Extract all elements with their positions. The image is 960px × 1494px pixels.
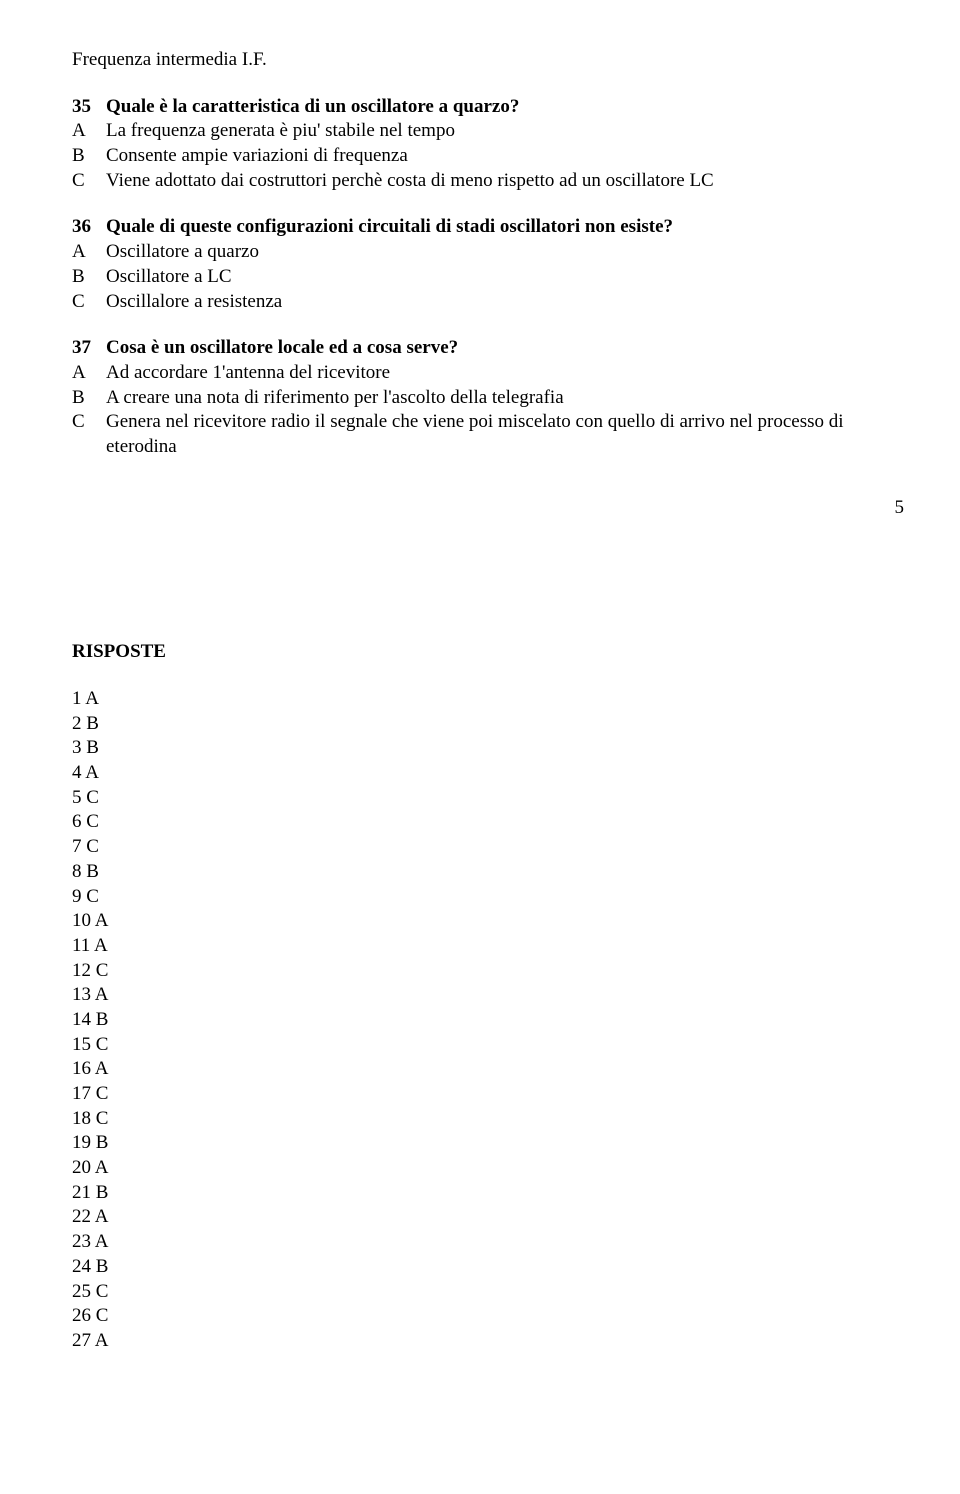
question-number: 36 (72, 215, 106, 240)
option-letter: C (72, 410, 106, 459)
answer-line: 15 C (72, 1033, 904, 1058)
question-text: Quale è la caratteristica di un oscillat… (106, 95, 519, 120)
option-text: Oscillalore a resistenza (106, 290, 282, 315)
option-row: B Consente ampie variazioni di frequenza (72, 144, 904, 169)
answer-line: 9 C (72, 885, 904, 910)
answer-line: 22 A (72, 1205, 904, 1230)
answer-line: 16 A (72, 1057, 904, 1082)
option-row: B Oscillatore a LC (72, 265, 904, 290)
answer-line: 1 A (72, 687, 904, 712)
answer-line: 18 C (72, 1107, 904, 1132)
answer-line: 8 B (72, 860, 904, 885)
question-text: Quale di queste configurazioni circuital… (106, 215, 673, 240)
option-row: C Viene adottato dai costruttori perchè … (72, 169, 904, 194)
question-number: 35 (72, 95, 106, 120)
option-text: Genera nel ricevitore radio il segnale c… (106, 410, 904, 459)
question-36: 36 Quale di queste configurazioni circui… (72, 215, 904, 314)
answer-line: 14 B (72, 1008, 904, 1033)
option-row: C Oscillalore a resistenza (72, 290, 904, 315)
option-letter: B (72, 265, 106, 290)
option-letter: C (72, 290, 106, 315)
question-text: Cosa è un oscillatore locale ed a cosa s… (106, 336, 458, 361)
answer-line: 21 B (72, 1181, 904, 1206)
question-35: 35 Quale è la caratteristica di un oscil… (72, 95, 904, 194)
option-text: A creare una nota di riferimento per l'a… (106, 386, 564, 411)
answer-line: 24 B (72, 1255, 904, 1280)
option-text: Oscillatore a LC (106, 265, 232, 290)
answer-line: 19 B (72, 1131, 904, 1156)
option-letter: A (72, 240, 106, 265)
option-text: Ad accordare 1'antenna del ricevitore (106, 361, 390, 386)
answer-line: 2 B (72, 712, 904, 737)
option-row: A La frequenza generata è piu' stabile n… (72, 119, 904, 144)
answer-line: 7 C (72, 835, 904, 860)
option-text: Viene adottato dai costruttori perchè co… (106, 169, 714, 194)
answer-line: 23 A (72, 1230, 904, 1255)
answer-line: 25 C (72, 1280, 904, 1305)
answer-line: 10 A (72, 909, 904, 934)
option-row: A Ad accordare 1'antenna del ricevitore (72, 361, 904, 386)
option-text: Consente ampie variazioni di frequenza (106, 144, 408, 169)
answer-line: 11 A (72, 934, 904, 959)
answer-line: 5 C (72, 786, 904, 811)
option-text: Oscillatore a quarzo (106, 240, 259, 265)
intro-line: Frequenza intermedia I.F. (72, 48, 904, 73)
answer-line: 4 A (72, 761, 904, 786)
option-letter: A (72, 119, 106, 144)
option-letter: B (72, 144, 106, 169)
answers-title: RISPOSTE (72, 640, 904, 665)
answer-line: 17 C (72, 1082, 904, 1107)
answer-line: 12 C (72, 959, 904, 984)
page-number: 5 (72, 496, 904, 521)
question-37: 37 Cosa è un oscillatore locale ed a cos… (72, 336, 904, 459)
answer-line: 6 C (72, 810, 904, 835)
option-row: B A creare una nota di riferimento per l… (72, 386, 904, 411)
answer-line: 27 A (72, 1329, 904, 1354)
option-letter: C (72, 169, 106, 194)
answers-list: 1 A 2 B 3 B 4 A 5 C 6 C 7 C 8 B 9 C 10 A… (72, 687, 904, 1354)
option-text: La frequenza generata è piu' stabile nel… (106, 119, 455, 144)
answer-line: 3 B (72, 736, 904, 761)
answer-line: 26 C (72, 1304, 904, 1329)
option-row: C Genera nel ricevitore radio il segnale… (72, 410, 904, 459)
option-letter: B (72, 386, 106, 411)
option-letter: A (72, 361, 106, 386)
question-number: 37 (72, 336, 106, 361)
answer-line: 20 A (72, 1156, 904, 1181)
option-row: A Oscillatore a quarzo (72, 240, 904, 265)
answer-line: 13 A (72, 983, 904, 1008)
